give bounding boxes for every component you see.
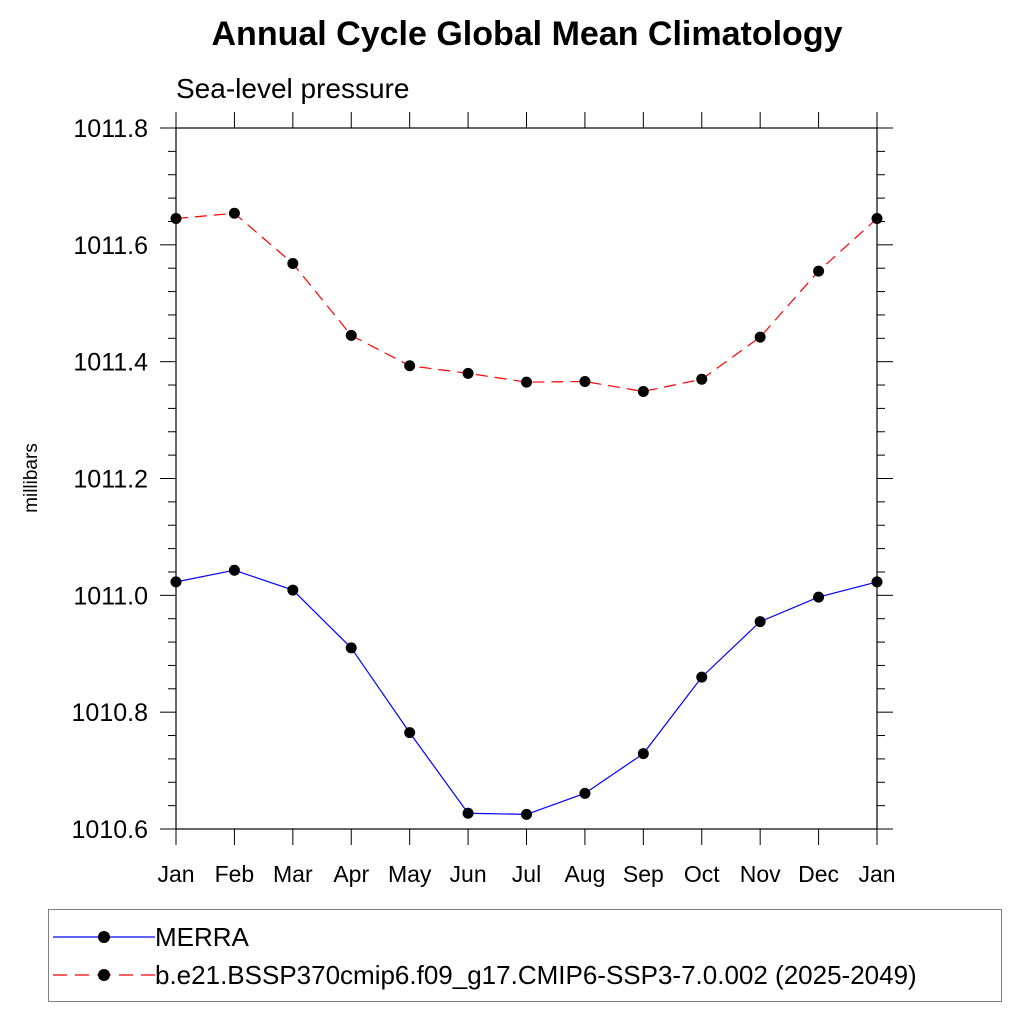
data-point-series-1 xyxy=(637,385,649,397)
y-tick-label: 1011.0 xyxy=(73,582,148,610)
data-point-series-1 xyxy=(521,376,532,388)
data-point-series-0 xyxy=(754,616,766,628)
legend-item-model: b.e21.BSSP370cmip6.f09_g17.CMIP6-SSP3-7.… xyxy=(49,958,1001,992)
data-point-series-0 xyxy=(170,576,182,588)
x-tick-label: Feb xyxy=(215,861,255,887)
data-point-series-0 xyxy=(404,727,416,739)
data-point-series-0 xyxy=(521,808,532,820)
data-point-series-1 xyxy=(871,213,883,225)
x-tick-label: Nov xyxy=(740,861,781,887)
data-point-series-1 xyxy=(754,331,766,343)
chart-subtitle: Sea-level pressure xyxy=(176,73,410,104)
data-point-series-0 xyxy=(871,576,883,588)
plot-frame xyxy=(175,127,878,830)
legend-label-model: b.e21.BSSP370cmip6.f09_g17.CMIP6-SSP3-7.… xyxy=(155,960,917,990)
x-tick-label: Apr xyxy=(333,861,369,887)
data-point-series-1 xyxy=(696,373,708,385)
data-point-series-1 xyxy=(345,329,357,341)
x-tick-label: Sep xyxy=(623,861,664,887)
x-tick-label: Aug xyxy=(564,861,605,887)
y-tick-label: 1011.6 xyxy=(73,232,148,260)
data-point-series-1 xyxy=(404,360,416,372)
legend-symbol-model xyxy=(53,969,155,981)
data-point-series-1 xyxy=(170,213,182,225)
data-point-series-0 xyxy=(462,807,474,819)
data-point-series-1 xyxy=(287,258,299,270)
data-point-series-0 xyxy=(813,591,825,603)
y-tick-label: 1010.8 xyxy=(72,699,148,727)
legend-symbol-merra xyxy=(53,931,155,943)
chart-title: Annual Cycle Global Mean Climatology xyxy=(211,15,843,53)
x-tick-label: Oct xyxy=(684,861,720,887)
x-tick-label: Jan xyxy=(858,861,895,887)
x-tick-label: May xyxy=(388,861,432,887)
legend-label-merra: MERRA xyxy=(155,922,249,952)
y-tick-label: 1011.4 xyxy=(73,349,148,377)
x-tick-label: Mar xyxy=(273,861,313,887)
series-line-0 xyxy=(175,569,878,815)
legend: MERRA b.e21.BSSP370cmip6.f09_g17.CMIP6-S… xyxy=(48,909,1002,1002)
data-point-series-0 xyxy=(579,787,591,799)
x-tick-label: Jan xyxy=(157,861,194,887)
data-point-series-0 xyxy=(696,671,708,683)
data-point-series-1 xyxy=(462,367,474,379)
data-point-series-0 xyxy=(345,642,357,654)
data-point-series-1 xyxy=(813,265,825,277)
data-point-series-0 xyxy=(287,584,299,596)
y-tick-label: 1011.8 xyxy=(73,115,148,143)
data-point-series-1 xyxy=(228,207,240,219)
x-tick-label: Jun xyxy=(450,861,487,887)
data-point-series-0 xyxy=(228,564,240,576)
y-tick-label: 1011.2 xyxy=(73,466,148,494)
data-point-series-0 xyxy=(637,748,649,760)
data-point-series-1 xyxy=(579,376,591,388)
legend-item-merra: MERRA xyxy=(49,920,1001,954)
y-tick-label: 1010.6 xyxy=(72,816,148,844)
x-tick-label: Jul xyxy=(512,861,541,887)
series-line-1 xyxy=(175,212,878,393)
x-tick-label: Dec xyxy=(798,861,839,887)
